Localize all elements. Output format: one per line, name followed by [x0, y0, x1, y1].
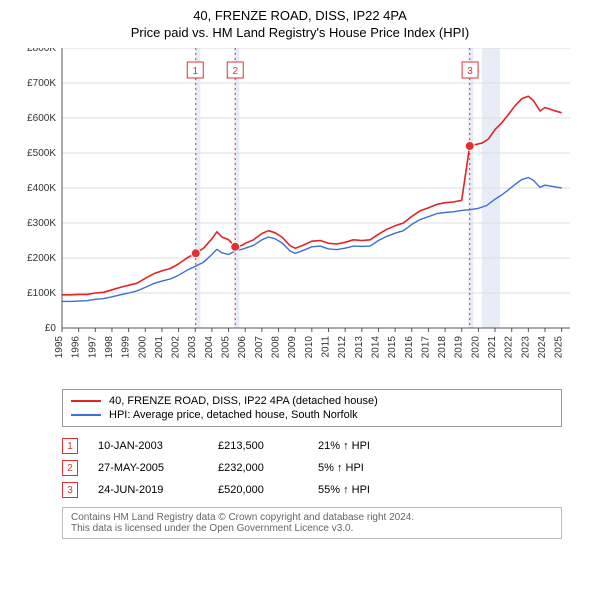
y-tick-label: £800K — [27, 48, 56, 54]
x-tick-label: 2014 — [370, 336, 381, 359]
title-line2: Price paid vs. HM Land Registry's House … — [14, 25, 586, 40]
x-tick-label: 2009 — [287, 336, 298, 359]
chart-container: 40, FRENZE ROAD, DISS, IP22 4PA Price pa… — [0, 0, 600, 590]
legend-swatch — [71, 414, 101, 416]
legend-row: HPI: Average price, detached house, Sout… — [71, 408, 553, 422]
sale-id-marker: 1 — [62, 438, 78, 454]
x-tick-label: 2006 — [237, 336, 248, 359]
y-tick-label: £700K — [27, 78, 56, 89]
y-tick-label: £400K — [27, 183, 56, 194]
sale-date: 27-MAY-2005 — [98, 462, 198, 474]
x-tick-label: 2015 — [387, 336, 398, 359]
y-tick-label: £100K — [27, 288, 56, 299]
sale-date: 10-JAN-2003 — [98, 440, 198, 452]
sale-row: 3 24-JUN-2019 £520,000 55% ↑ HPI — [62, 479, 562, 501]
x-tick-label: 2005 — [221, 336, 232, 359]
sales-table: 1 10-JAN-2003 £213,500 21% ↑ HPI 2 27-MAY-200… — [62, 435, 562, 501]
sale-price: £232,000 — [218, 462, 298, 474]
x-tick-label: 2021 — [487, 336, 498, 359]
sale-price: £213,500 — [218, 440, 298, 452]
sale-row: 1 10-JAN-2003 £213,500 21% ↑ HPI — [62, 435, 562, 457]
sale-row: 2 27-MAY-2005 £232,000 5% ↑ HPI — [62, 457, 562, 479]
x-tick-label: 2022 — [504, 336, 515, 359]
sale-diff: 55% ↑ HPI — [318, 484, 398, 496]
x-tick-label: 2017 — [420, 336, 431, 359]
y-tick-label: £0 — [45, 323, 57, 334]
y-tick-label: £300K — [27, 218, 56, 229]
y-tick-label: £200K — [27, 253, 56, 264]
footer-credits: Contains HM Land Registry data © Crown c… — [62, 507, 562, 539]
x-tick-label: 2013 — [354, 336, 365, 359]
x-tick-label: 1995 — [54, 336, 65, 359]
x-tick-label: 2024 — [537, 336, 548, 359]
x-tick-label: 2020 — [470, 336, 481, 359]
sale-point-marker — [465, 142, 474, 151]
x-tick-label: 2023 — [520, 336, 531, 359]
chart-svg: £0 £100K £200K £300K £400K £500K £600K £700K £80… — [14, 48, 574, 378]
x-tick-label: 2012 — [337, 336, 348, 359]
x-tick-label: 2019 — [454, 336, 465, 359]
x-tick-label: 2004 — [204, 336, 215, 359]
sale-point-marker — [231, 242, 240, 251]
x-tick-label: 1998 — [104, 336, 115, 359]
x-tick-label: 2001 — [154, 336, 165, 359]
footer-line1: Contains HM Land Registry data © Crown c… — [71, 512, 553, 523]
x-tick-label: 1996 — [71, 336, 82, 359]
sale-number-label: 1 — [192, 66, 198, 77]
sale-diff: 21% ↑ HPI — [318, 440, 398, 452]
x-tick-label: 2008 — [271, 336, 282, 359]
sale-diff: 5% ↑ HPI — [318, 462, 398, 474]
sale-date: 24-JUN-2019 — [98, 484, 198, 496]
chart-area: £0 £100K £200K £300K £400K £500K £600K £700K £80… — [14, 48, 586, 383]
legend-row: 40, FRENZE ROAD, DISS, IP22 4PA (detache… — [71, 394, 553, 408]
sale-price: £520,000 — [218, 484, 298, 496]
x-tick-label: 2007 — [254, 336, 265, 359]
x-tick-label: 2025 — [554, 336, 565, 359]
sale-point-marker — [191, 249, 200, 258]
y-tick-label: £500K — [27, 148, 56, 159]
x-tick-label: 2018 — [437, 336, 448, 359]
x-tick-label: 2000 — [137, 336, 148, 359]
title-line1: 40, FRENZE ROAD, DISS, IP22 4PA — [14, 8, 586, 23]
legend-box: 40, FRENZE ROAD, DISS, IP22 4PA (detache… — [62, 389, 562, 427]
footer-line2: This data is licensed under the Open Gov… — [71, 523, 553, 534]
title-block: 40, FRENZE ROAD, DISS, IP22 4PA Price pa… — [14, 8, 586, 40]
x-tick-label: 2010 — [304, 336, 315, 359]
x-tick-label: 2016 — [404, 336, 415, 359]
x-tick-label: 2003 — [187, 336, 198, 359]
sale-id-marker: 2 — [62, 460, 78, 476]
legend-label: HPI: Average price, detached house, Sout… — [109, 409, 358, 421]
x-tick-label: 1997 — [87, 336, 98, 359]
sale-id-marker: 3 — [62, 482, 78, 498]
legend-label: 40, FRENZE ROAD, DISS, IP22 4PA (detache… — [109, 395, 378, 407]
x-tick-label: 1999 — [121, 336, 132, 359]
y-tick-label: £600K — [27, 113, 56, 124]
legend-swatch — [71, 400, 101, 402]
sale-number-label: 3 — [467, 66, 473, 77]
sale-number-label: 2 — [232, 66, 238, 77]
x-tick-label: 2011 — [320, 336, 331, 358]
x-tick-label: 2002 — [171, 336, 182, 359]
